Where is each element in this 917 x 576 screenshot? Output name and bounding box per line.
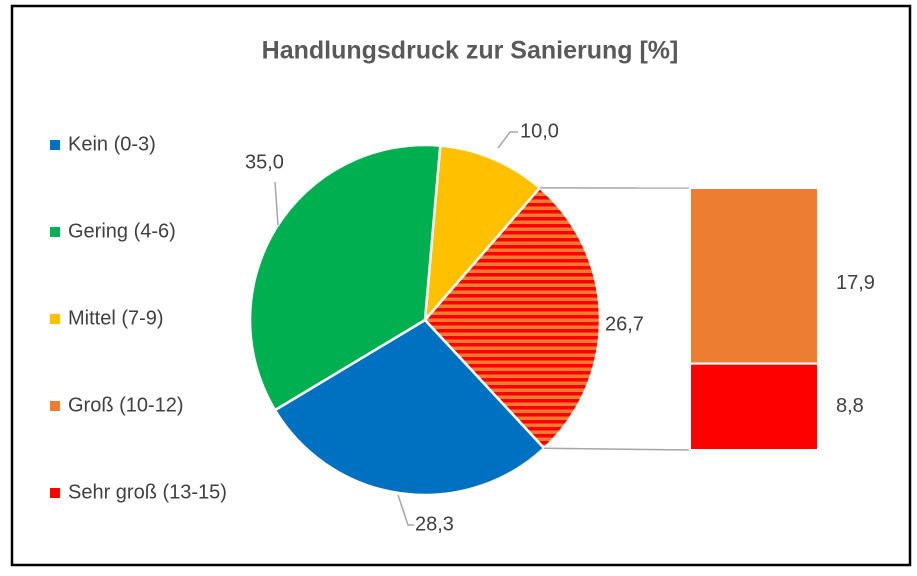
data-label: 35,0 bbox=[245, 151, 284, 173]
legend-swatch bbox=[50, 227, 60, 237]
chart-title: Handlungsdruck zur Sanierung [%] bbox=[262, 37, 679, 65]
legend-swatch bbox=[50, 401, 60, 411]
legend-label: Groß (10-12) bbox=[68, 394, 184, 416]
bar-segment bbox=[690, 188, 818, 364]
legend-label: Sehr groß (13-15) bbox=[68, 481, 227, 503]
data-label: 26,7 bbox=[605, 313, 644, 335]
legend-swatch bbox=[50, 140, 60, 150]
data-label: 8,8 bbox=[836, 395, 864, 417]
legend-label: Mittel (7-9) bbox=[68, 307, 164, 329]
legend-swatch bbox=[50, 314, 60, 324]
data-label: 28,3 bbox=[415, 513, 454, 535]
legend-label: Kein (0-3) bbox=[68, 133, 156, 155]
legend-label: Gering (4-6) bbox=[68, 220, 176, 242]
data-label: 10,0 bbox=[520, 120, 559, 142]
data-label: 17,9 bbox=[836, 272, 875, 294]
bar-segment bbox=[690, 364, 818, 450]
legend-swatch bbox=[50, 488, 60, 498]
